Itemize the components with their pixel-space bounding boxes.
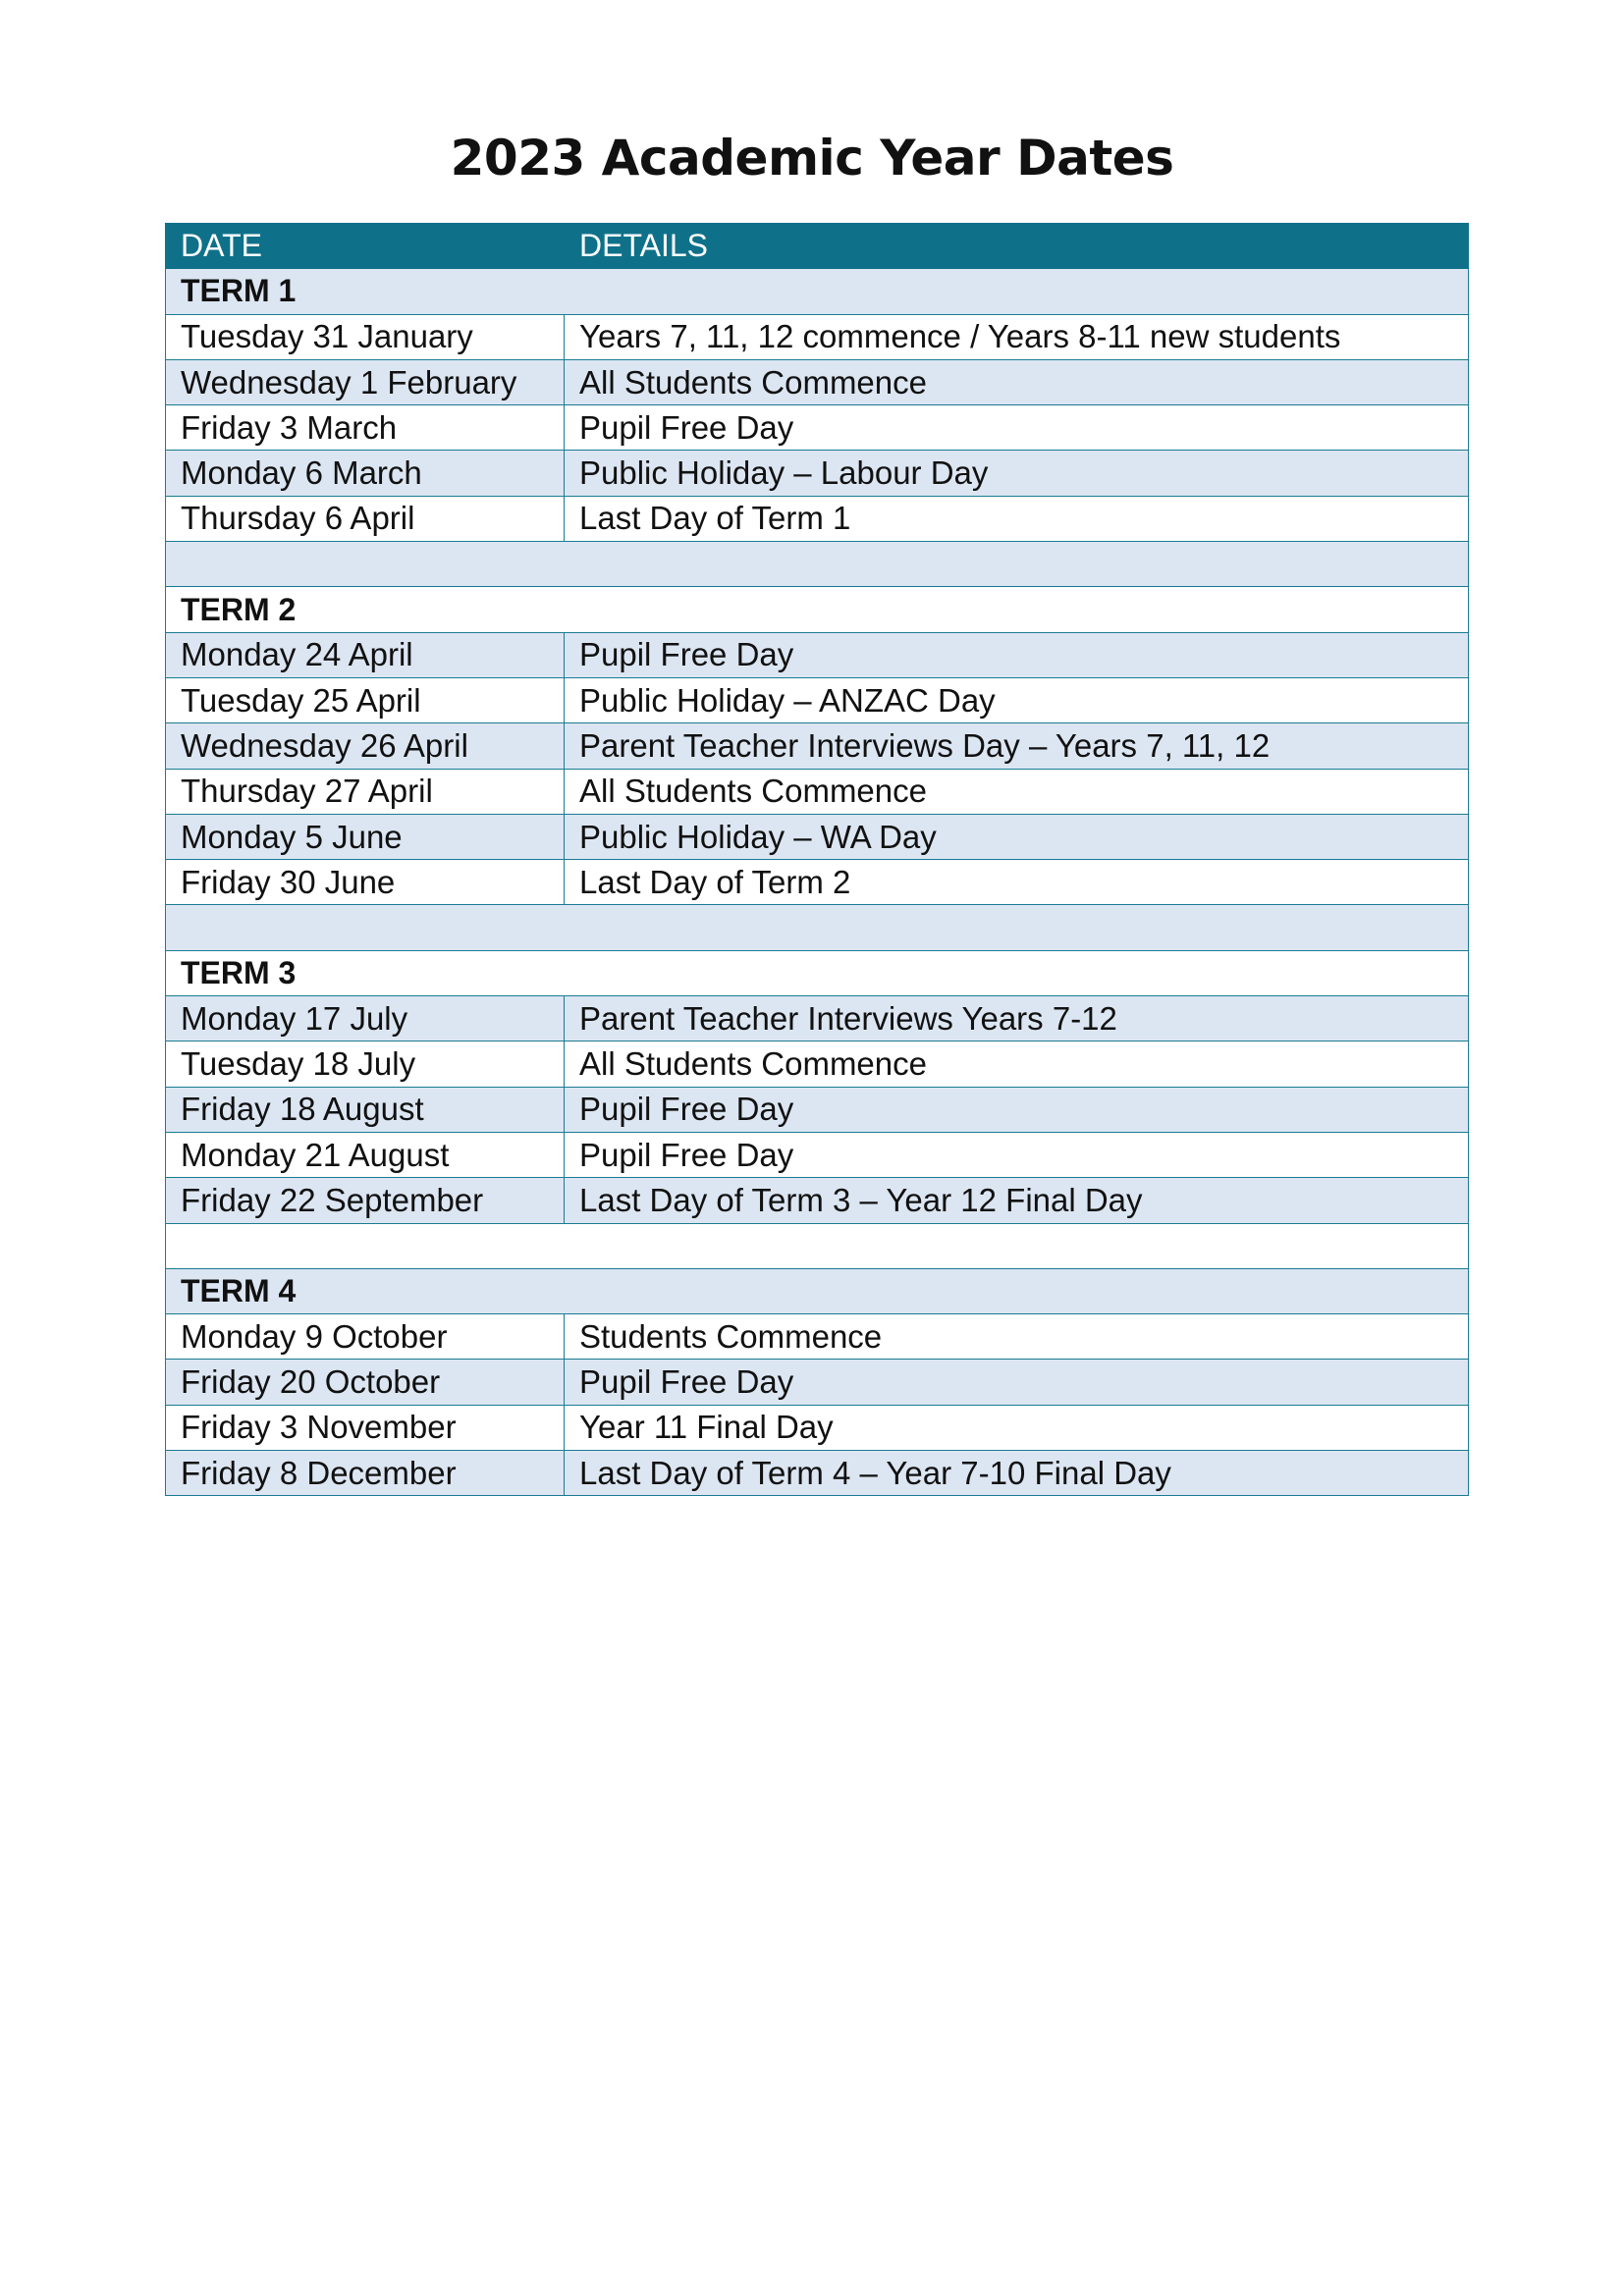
date-cell: Friday 3 March bbox=[165, 404, 565, 452]
date-cell: Thursday 27 April bbox=[165, 768, 565, 815]
academic-dates-table: DATE DETAILS TERM 1 Tuesday 31 January Yea… bbox=[165, 222, 1469, 1497]
table-row: Friday 3 March Pupil Free Day bbox=[165, 404, 1469, 452]
table-row: Friday 30 June Last Day of Term 2 bbox=[165, 859, 1469, 906]
date-cell: Monday 21 August bbox=[165, 1131, 565, 1179]
table-row: Friday 8 December Last Day of Term 4 – Ye… bbox=[165, 1450, 1469, 1497]
date-cell: Tuesday 18 July bbox=[165, 1041, 565, 1088]
date-cell: Monday 5 June bbox=[165, 813, 565, 861]
table-row: Friday 20 October Pupil Free Day bbox=[165, 1359, 1469, 1406]
date-cell: Friday 22 September bbox=[165, 1177, 565, 1224]
column-header-date: DATE bbox=[165, 222, 565, 270]
date-cell: Monday 17 July bbox=[165, 995, 565, 1042]
table-row: Tuesday 31 January Years 7, 11, 12 commen… bbox=[165, 313, 1469, 360]
table-row: Wednesday 1 February All Students Commenc… bbox=[165, 358, 1469, 406]
details-cell: Last Day of Term 2 bbox=[564, 859, 1469, 906]
table-row: Monday 17 July Parent Teacher Interviews … bbox=[165, 995, 1469, 1042]
details-cell: All Students Commence bbox=[564, 358, 1469, 406]
table-row: Monday 24 April Pupil Free Day bbox=[165, 631, 1469, 678]
term-heading-row: TERM 4 bbox=[165, 1267, 1469, 1315]
details-cell: Pupil Free Day bbox=[564, 1359, 1469, 1406]
details-cell: Last Day of Term 3 – Year 12 Final Day bbox=[564, 1177, 1469, 1224]
table-row: Thursday 6 April Last Day of Term 1 bbox=[165, 495, 1469, 543]
details-cell: Public Holiday – ANZAC Day bbox=[564, 676, 1469, 724]
spacer-row bbox=[165, 904, 1469, 951]
date-cell: Wednesday 26 April bbox=[165, 722, 565, 770]
details-cell: Years 7, 11, 12 commence / Years 8-11 ne… bbox=[564, 313, 1469, 360]
table-header-row: DATE DETAILS bbox=[165, 222, 1469, 270]
term-heading-row: TERM 2 bbox=[165, 586, 1469, 633]
table-row: Monday 21 August Pupil Free Day bbox=[165, 1131, 1469, 1179]
table-row: Thursday 27 April All Students Commence bbox=[165, 768, 1469, 815]
table-row: Monday 6 March Public Holiday – Labour Da… bbox=[165, 450, 1469, 497]
page-title: 2023 Academic Year Dates bbox=[450, 130, 1174, 187]
table-row: Monday 9 October Students Commence bbox=[165, 1313, 1469, 1361]
term-heading: TERM 4 bbox=[165, 1267, 1469, 1315]
details-cell: Public Holiday – WA Day bbox=[564, 813, 1469, 861]
column-header-details: DETAILS bbox=[564, 222, 1469, 270]
table-row: Friday 18 August Pupil Free Day bbox=[165, 1086, 1469, 1133]
date-cell: Friday 30 June bbox=[165, 859, 565, 906]
table-row: Friday 22 September Last Day of Term 3 – … bbox=[165, 1177, 1469, 1224]
table-row: Tuesday 18 July All Students Commence bbox=[165, 1041, 1469, 1088]
date-cell: Monday 9 October bbox=[165, 1313, 565, 1361]
table-row: Tuesday 25 April Public Holiday – ANZAC D… bbox=[165, 676, 1469, 724]
spacer-cell bbox=[165, 1222, 1469, 1269]
details-cell: Pupil Free Day bbox=[564, 1131, 1469, 1179]
date-cell: Friday 8 December bbox=[165, 1450, 565, 1497]
date-cell: Thursday 6 April bbox=[165, 495, 565, 543]
details-cell: Parent Teacher Interviews Day – Years 7,… bbox=[564, 722, 1469, 770]
table-row: Monday 5 June Public Holiday – WA Day bbox=[165, 813, 1469, 861]
details-cell: Pupil Free Day bbox=[564, 631, 1469, 678]
date-cell: Tuesday 31 January bbox=[165, 313, 565, 360]
details-cell: All Students Commence bbox=[564, 1041, 1469, 1088]
details-cell: Students Commence bbox=[564, 1313, 1469, 1361]
details-cell: Pupil Free Day bbox=[564, 404, 1469, 452]
date-cell: Monday 24 April bbox=[165, 631, 565, 678]
details-cell: All Students Commence bbox=[564, 768, 1469, 815]
table-row: Wednesday 26 April Parent Teacher Intervi… bbox=[165, 722, 1469, 770]
date-cell: Friday 3 November bbox=[165, 1404, 565, 1452]
spacer-cell bbox=[165, 541, 1469, 588]
details-cell: Pupil Free Day bbox=[564, 1086, 1469, 1133]
table-row: Friday 3 November Year 11 Final Day bbox=[165, 1404, 1469, 1452]
date-cell: Friday 18 August bbox=[165, 1086, 565, 1133]
term-heading: TERM 1 bbox=[165, 268, 1469, 315]
details-cell: Year 11 Final Day bbox=[564, 1404, 1469, 1452]
details-cell: Last Day of Term 4 – Year 7-10 Final Day bbox=[564, 1450, 1469, 1497]
spacer-row bbox=[165, 541, 1469, 588]
term-heading: TERM 2 bbox=[165, 586, 1469, 633]
details-cell: Last Day of Term 1 bbox=[564, 495, 1469, 543]
details-cell: Public Holiday – Labour Day bbox=[564, 450, 1469, 497]
details-cell: Parent Teacher Interviews Years 7-12 bbox=[564, 995, 1469, 1042]
date-cell: Tuesday 25 April bbox=[165, 676, 565, 724]
spacer-row bbox=[165, 1222, 1469, 1269]
date-cell: Wednesday 1 February bbox=[165, 358, 565, 406]
spacer-cell bbox=[165, 904, 1469, 951]
date-cell: Monday 6 March bbox=[165, 450, 565, 497]
term-heading: TERM 3 bbox=[165, 949, 1469, 997]
date-cell: Friday 20 October bbox=[165, 1359, 565, 1406]
term-heading-row: TERM 3 bbox=[165, 949, 1469, 997]
term-heading-row: TERM 1 bbox=[165, 268, 1469, 315]
